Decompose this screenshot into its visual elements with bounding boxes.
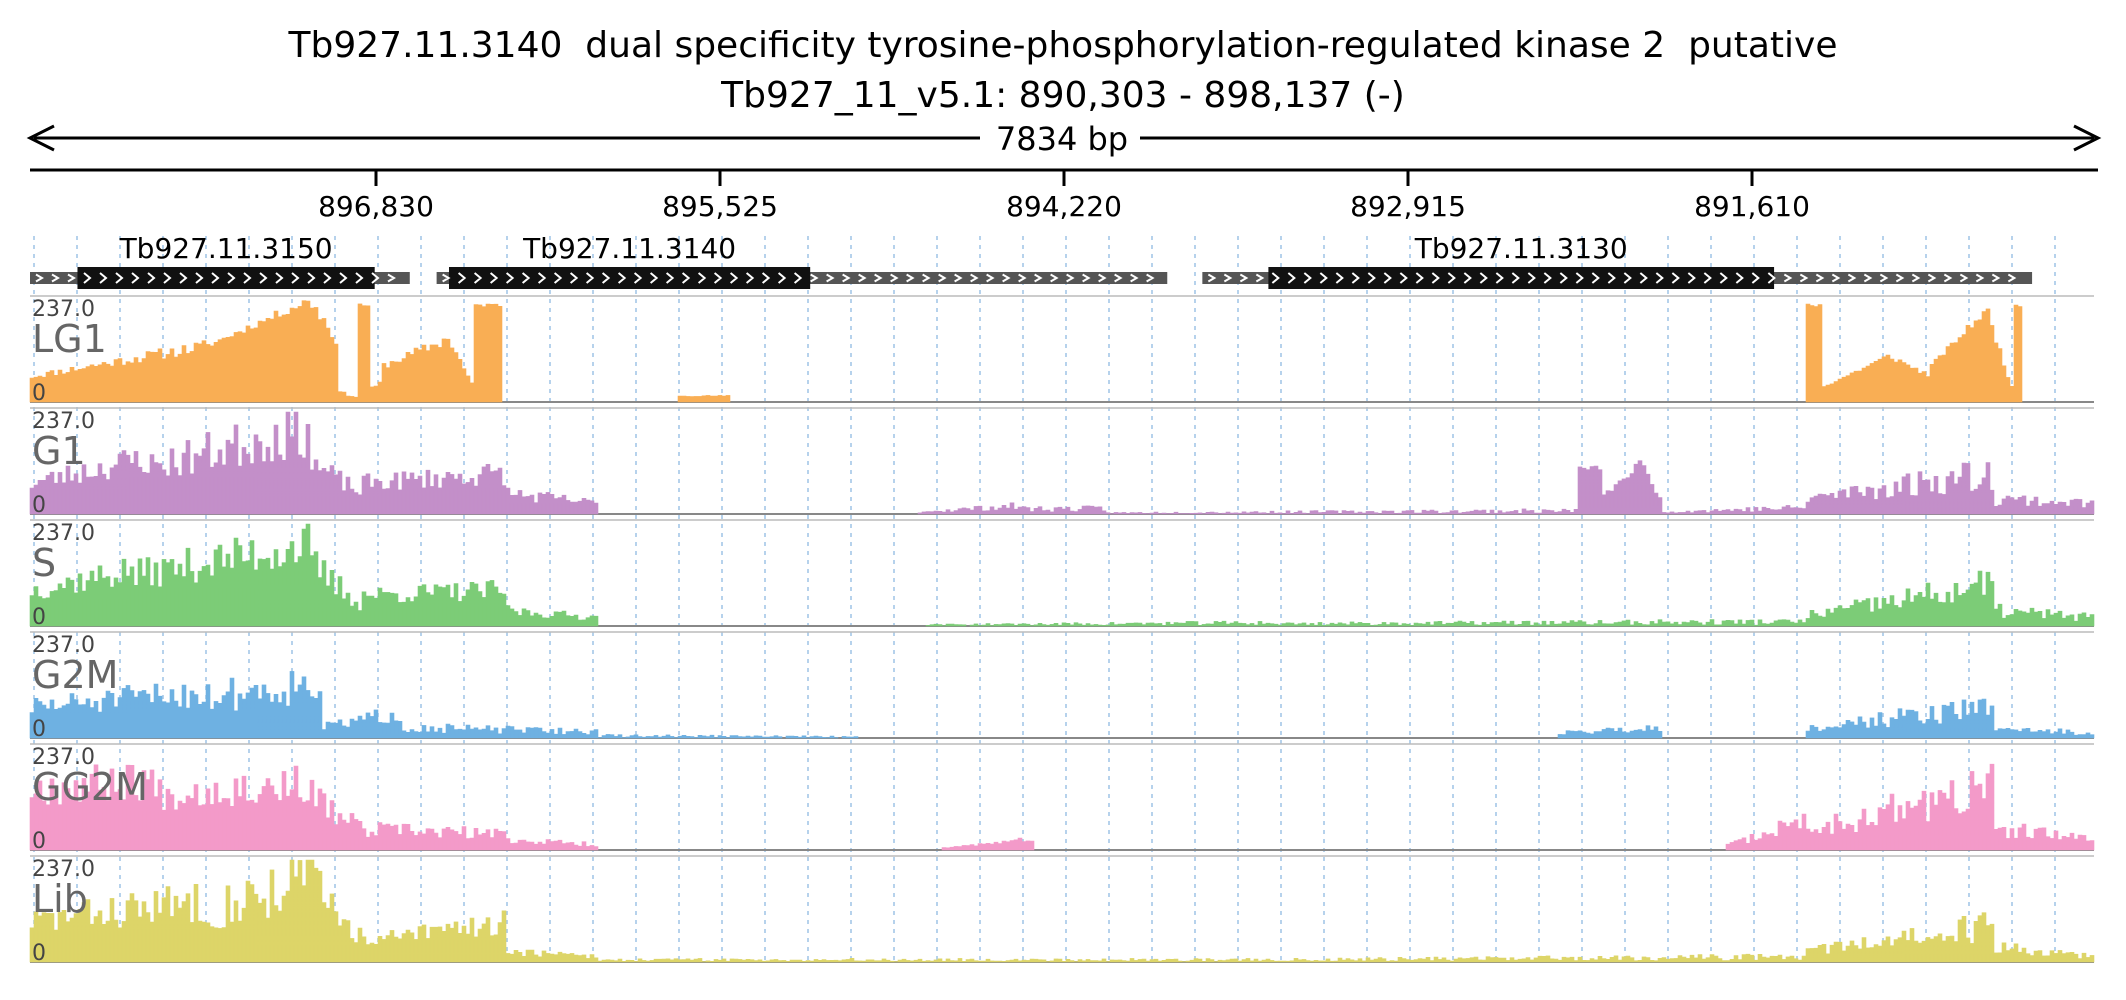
gene-label: Tb927.11.3140 [522,232,736,265]
track-name: S [32,541,56,585]
coverage-bars [29,763,2095,851]
coverage-track-s: 237.0 0 S [29,519,2095,630]
track-max-label: 237.0 [32,857,95,882]
gene-cds [77,267,375,289]
coverage-bars [29,859,2095,963]
track-max-label: 237.0 [32,409,95,434]
strand-arrow-icon [1207,272,2017,284]
track-min-label: 0 [32,605,46,630]
track-name: LG1 [32,317,107,361]
coverage-track-lib: 237.0 0 Lib [29,855,2095,966]
track-max-label: 237.0 [32,745,95,770]
gene-cds [448,267,811,289]
tick-label: 891,610 [1694,190,1810,223]
strand-arrow-icon [442,272,1155,284]
track-max-label: 237.0 [32,521,95,546]
gene-cds [1268,267,1775,289]
span-length-label: 7834 bp [996,120,1128,158]
track-name: G1 [32,429,86,473]
gene-model[interactable]: Tb927.11.3140 [436,232,1168,289]
coverage-bars [29,671,2095,739]
track-max-label: 237.0 [32,297,95,322]
axis-ticks: 896,830 895,525 894,220 892,915 891,610 [318,170,1810,223]
tick-label: 894,220 [1006,190,1122,223]
coverage-bars [29,523,2095,627]
coverage-bars [29,411,2095,515]
tick-label: 895,525 [662,190,778,223]
gene-label: Tb927.11.3150 [119,232,333,265]
tick-label: 896,830 [318,190,434,223]
gene-models: Tb927.11.3150 Tb927.11.3140 Tb927.11.3130 [30,232,2033,289]
track-name: GG2M [32,765,148,809]
track-min-label: 0 [32,381,46,406]
track-name: G2M [32,653,118,697]
track-min-label: 0 [32,941,46,966]
track-min-label: 0 [32,829,46,854]
track-min-label: 0 [32,717,46,742]
gene-model[interactable]: Tb927.11.3150 [30,232,410,289]
gene-label: Tb927.11.3130 [1414,232,1628,265]
coverage-tracks: 237.00LG1237.00G1237.00S237.00G2M237.00G… [29,295,2095,966]
coverage-bars [29,300,2023,403]
coverage-track-g2m: 237.0 0 G2M [29,631,2095,742]
track-name: Lib [32,877,88,921]
gene-model[interactable]: Tb927.11.3130 [1202,232,2033,289]
track-max-label: 237.0 [32,633,95,658]
tick-label: 892,915 [1350,190,1466,223]
coverage-track-gg2m: 237.0 0 GG2M [29,743,2095,854]
coverage-track-g1: 237.0 0 G1 [29,407,2095,518]
right-arrow-icon [2073,124,2102,152]
span-scale-bar: 7834 bp [26,120,2102,158]
gene-title: Tb927.11.3140 dual specificity tyrosine-… [288,25,1838,66]
coverage-track-lg1: 237.0 0 LG1 [29,295,2094,406]
strand-arrow-icon [35,272,396,284]
track-min-label: 0 [32,493,46,518]
left-arrow-icon [26,124,55,152]
genomic-location: Tb927_11_v5.1: 890,303 - 898,137 (-) [721,75,1405,116]
